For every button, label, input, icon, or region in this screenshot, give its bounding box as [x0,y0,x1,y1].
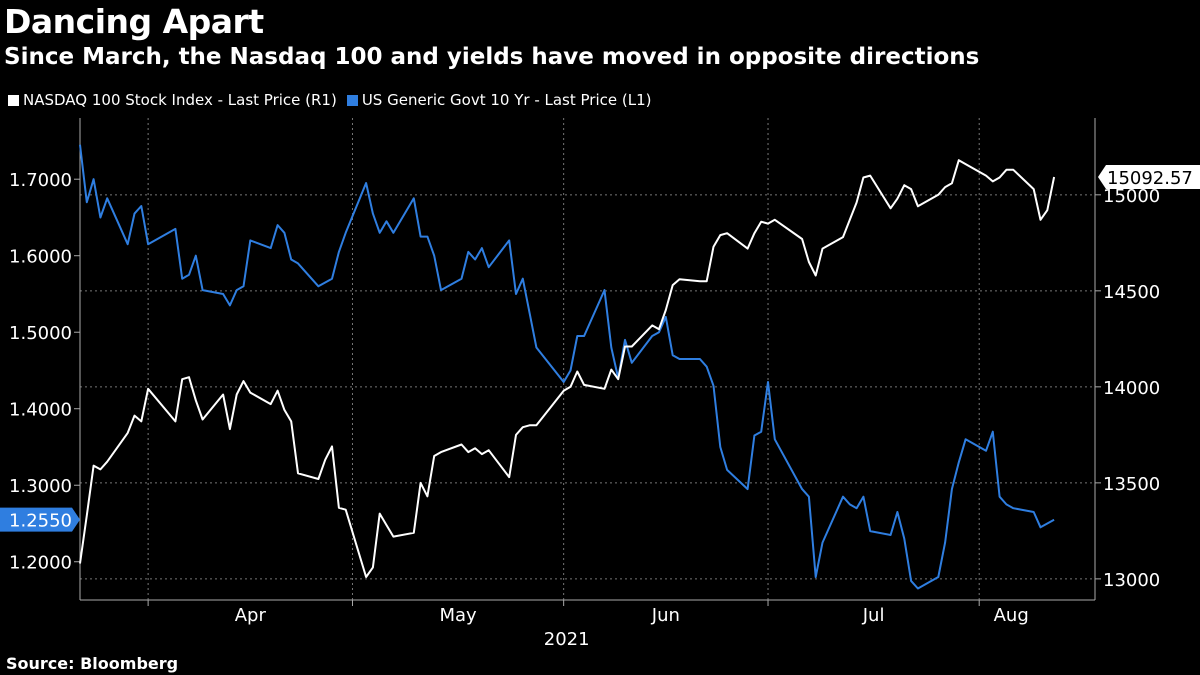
right-axis-tick-label: 13500 [1103,474,1160,495]
legend-swatch-nasdaq [8,94,19,106]
legend-label-yield: US Generic Govt 10 Yr - Last Price (L1) [361,91,652,109]
last-value-tag-nasdaq [1098,165,1200,190]
left-axis-tick-label: 1.2000 [9,553,72,574]
last-value-tag-yield [0,507,80,532]
source-note: Source: Bloomberg [6,654,179,673]
x-tick-label: Aug [994,605,1029,626]
left-axis-tick-label: 1.7000 [9,170,72,191]
series-line-yield [79,144,1055,590]
x-tick-label: May [439,605,477,626]
left-axis-tick-label: 1.6000 [9,247,72,268]
right-axis-tick-label: 14000 [1103,378,1160,399]
legend-item-yield: US Generic Govt 10 Yr - Last Price (L1) [346,91,652,109]
x-tick-label: Apr [235,605,267,626]
chart-title: Dancing Apart [4,2,264,41]
right-axis-tick-label: 14500 [1103,282,1160,303]
legend: NASDAQ 100 Stock Index - Last Price (R1)… [8,91,651,109]
legend-label-nasdaq: NASDAQ 100 Stock Index - Last Price (R1) [23,91,337,109]
last-value-label-yield: 1.2550 [9,511,72,532]
left-axis-tick-label: 1.5000 [9,323,72,344]
left-axis-tick-label: 1.3000 [9,476,72,497]
x-tick-label: Jun [651,605,680,626]
left-axis-tick-label: 1.4000 [9,400,72,421]
right-axis-tick-label: 15000 [1103,186,1160,207]
legend-swatch-yield [346,94,358,106]
right-axis-tick-label: 13000 [1103,570,1160,591]
x-year-label: 2021 [544,629,590,650]
x-tick-label: Jul [862,605,885,626]
series-line-nasdaq [79,159,1056,578]
last-value-label-nasdaq: 15092.57 [1107,168,1193,189]
legend-item-nasdaq: NASDAQ 100 Stock Index - Last Price (R1) [8,91,337,109]
chart-subtitle: Since March, the Nasdaq 100 and yields h… [4,44,980,70]
